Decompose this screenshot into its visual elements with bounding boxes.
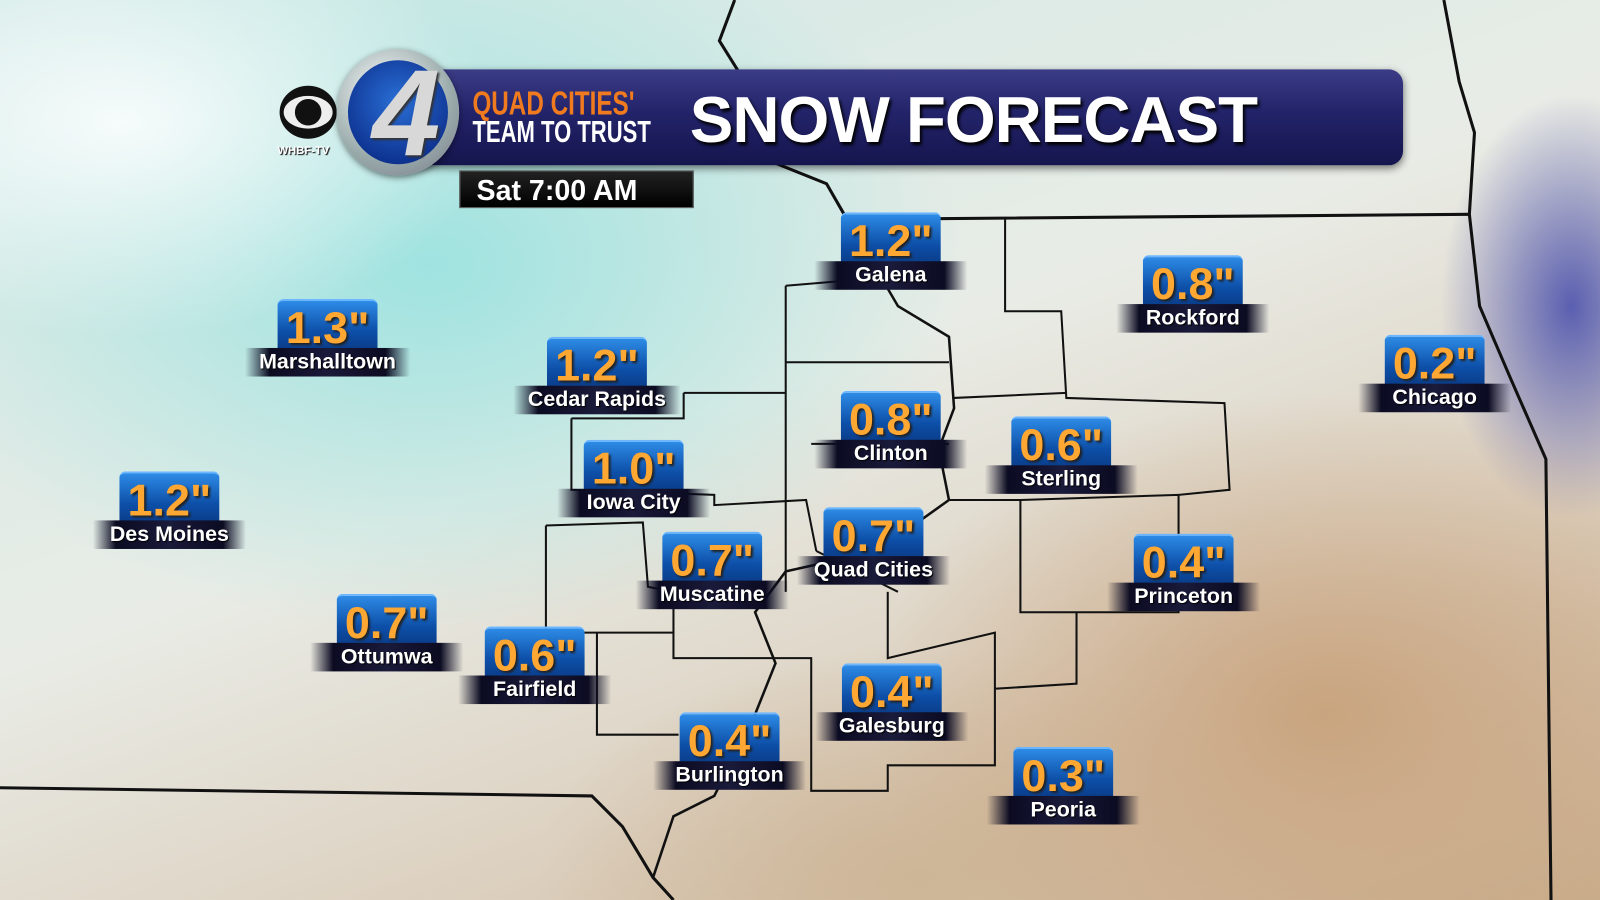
city-marker-quad-cities: 0.7" Quad Cities: [782, 507, 966, 585]
city-name: Iowa City: [557, 488, 711, 518]
city-name: Chicago: [1358, 383, 1512, 413]
title-banner: [387, 69, 1404, 166]
snow-amount: 0.8": [1142, 255, 1243, 309]
city-marker-clinton: 0.8" Clinton: [799, 390, 983, 469]
city-name: Fairfield: [458, 675, 612, 705]
valid-time: Sat 7:00 AM: [459, 170, 694, 209]
snow-amount: 0.7": [823, 507, 924, 561]
snow-amount: 0.6": [484, 626, 585, 681]
city-marker-chicago: 0.2" Chicago: [1343, 334, 1527, 413]
city-marker-iowa-city: 1.0" Iowa City: [542, 439, 726, 518]
station-callsign: WHBF-TV: [277, 144, 330, 158]
snow-amount: 0.4": [679, 712, 780, 766]
snow-amount: 0.7": [336, 593, 437, 648]
city-marker-fairfield: 0.6" Fairfield: [443, 626, 627, 705]
city-name: Muscatine: [635, 580, 789, 610]
city-name: Burlington: [653, 761, 807, 790]
city-name: Galena: [814, 261, 968, 290]
snow-amount: 0.4": [841, 663, 942, 717]
snow-amount: 1.3": [277, 298, 378, 353]
snow-amount: 1.0": [583, 439, 684, 494]
city-name: Sterling: [984, 465, 1138, 494]
snow-amount: 1.2": [546, 336, 647, 391]
city-marker-sterling: 0.6" Sterling: [969, 416, 1153, 494]
state-border-ia-mo: [0, 786, 675, 900]
city-name: Peoria: [986, 795, 1140, 825]
tagline-line-1: QUAD CITIES': [472, 83, 635, 122]
city-marker-galesburg: 0.4" Galesburg: [800, 663, 984, 741]
city-name: Cedar Rapids: [513, 385, 681, 415]
city-name: Marshalltown: [244, 347, 411, 377]
city-marker-des-moines: 1.2" Des Moines: [78, 471, 262, 549]
city-marker-galena: 1.2" Galena: [799, 212, 983, 290]
cbs-eye-logo: [279, 85, 337, 139]
snow-amount: 1.2": [119, 471, 220, 526]
city-name: Ottumwa: [310, 642, 464, 672]
snow-amount: 0.4": [1133, 533, 1234, 588]
snow-amount: 0.6": [1011, 416, 1112, 470]
city-marker-ottumwa: 0.7" Ottumwa: [295, 593, 479, 672]
snow-amount: 0.2": [1384, 334, 1485, 389]
city-marker-burlington: 0.4" Burlington: [638, 712, 822, 790]
snow-amount: 0.8": [840, 390, 941, 445]
state-border-il-east: [1442, 0, 1553, 900]
city-name: Quad Cities: [796, 556, 950, 585]
city-marker-princeton: 0.4" Princeton: [1092, 533, 1276, 612]
city-name: Galesburg: [815, 712, 969, 741]
channel-4-logo: 4: [336, 45, 460, 182]
city-name: Princeton: [1107, 582, 1261, 612]
page-title: SNOW FORECAST: [689, 82, 1258, 157]
city-name: Des Moines: [92, 520, 246, 549]
city-marker-muscatine: 0.7" Muscatine: [620, 531, 804, 610]
city-marker-rockford: 0.8" Rockford: [1101, 255, 1285, 333]
snow-amount: 1.2": [840, 212, 941, 266]
city-marker-marshalltown: 1.3" Marshalltown: [236, 298, 420, 377]
tagline-line-2: TEAM TO TRUST: [472, 115, 651, 149]
city-marker-peoria: 0.3" Peoria: [971, 746, 1155, 825]
city-marker-cedar-rapids: 1.2" Cedar Rapids: [505, 336, 689, 415]
snow-amount: 0.3": [1013, 746, 1114, 801]
city-name: Clinton: [814, 439, 968, 469]
snow-amount: 0.7": [662, 531, 763, 586]
city-name: Rockford: [1116, 304, 1270, 333]
